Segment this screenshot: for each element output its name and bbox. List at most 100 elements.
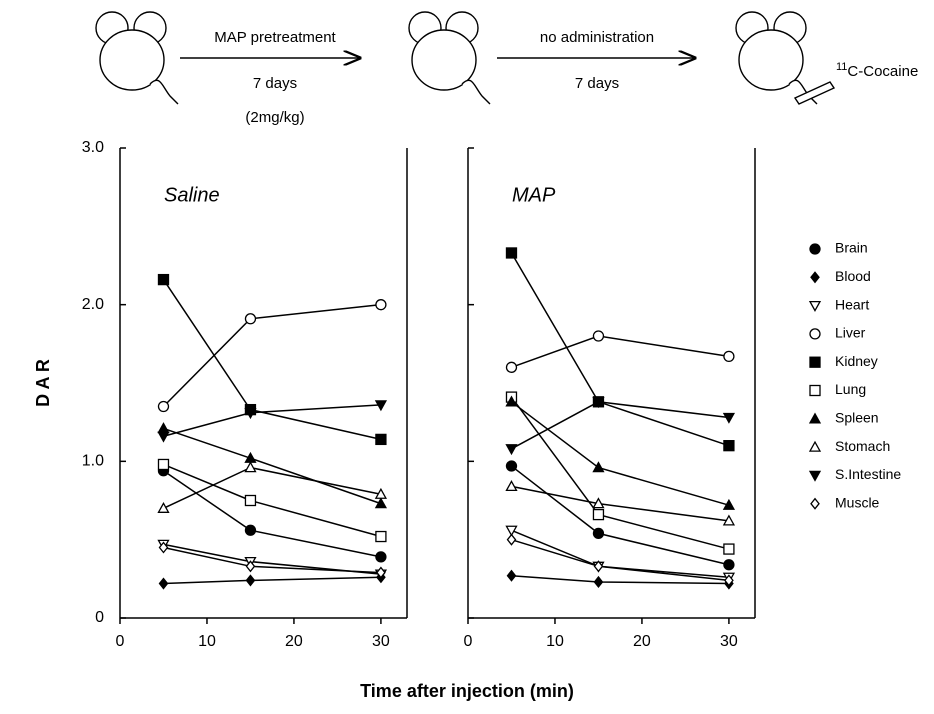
- x-tick-label: 0: [464, 633, 473, 650]
- data-point: [244, 461, 257, 473]
- x-tick-label: 10: [546, 633, 564, 650]
- data-point: [505, 247, 518, 259]
- legend-label: Blood: [835, 268, 871, 284]
- y-tick-label: 2.0: [82, 296, 104, 313]
- step-label: MAP pretreatment: [214, 29, 336, 46]
- data-point: [592, 330, 605, 342]
- data-point: [374, 400, 388, 412]
- data-point: [245, 560, 256, 573]
- legend-label: Brain: [835, 240, 868, 256]
- x-tick-label: 20: [285, 633, 303, 650]
- data-point: [723, 559, 735, 571]
- y-axis-title: D A R: [33, 359, 53, 407]
- series-line: [163, 466, 382, 510]
- data-point: [244, 524, 257, 536]
- data-point: [723, 350, 735, 363]
- data-point: [158, 541, 169, 554]
- data-point: [375, 299, 387, 311]
- data-point: [593, 575, 604, 589]
- legend-label: Spleen: [835, 410, 879, 426]
- legend-label: Liver: [835, 325, 866, 341]
- series-line: [511, 529, 729, 579]
- data-point: [724, 574, 734, 587]
- legend-marker: [809, 384, 821, 397]
- legend-label: Kidney: [835, 353, 878, 369]
- data-point: [374, 497, 388, 509]
- mouse-icon: [95, 11, 179, 105]
- x-tick-label: 10: [198, 633, 216, 650]
- legend-label: Heart: [835, 296, 869, 312]
- legend-marker: [808, 440, 822, 452]
- legend-label: Lung: [835, 381, 866, 397]
- series-line: [162, 279, 382, 441]
- step-dose: (2mg/kg): [245, 109, 304, 126]
- tracer-name: C-Cocaine: [847, 63, 918, 80]
- data-point: [244, 494, 257, 507]
- legend-marker: [809, 356, 821, 368]
- series-line: [163, 576, 381, 585]
- data-point: [505, 525, 518, 537]
- data-point: [375, 433, 387, 446]
- isotope: 11: [836, 61, 847, 73]
- data-point: [593, 560, 604, 573]
- y-tick-label: 0: [95, 609, 104, 626]
- series-line: [162, 303, 381, 408]
- data-point: [375, 530, 387, 543]
- data-point: [505, 460, 518, 472]
- mouse-icon: [408, 11, 491, 105]
- data-point: [592, 527, 605, 540]
- x-tick-label: 0: [116, 633, 125, 650]
- legend-label: S.Intestine: [835, 466, 901, 482]
- legend-label: Muscle: [835, 494, 880, 510]
- data-point: [157, 400, 170, 413]
- legend-label: Stomach: [835, 438, 890, 454]
- y-tick-label: 3.0: [82, 139, 104, 156]
- legend-marker: [810, 497, 820, 510]
- data-point: [505, 361, 518, 373]
- data-point: [506, 533, 517, 546]
- series-line: [163, 470, 382, 558]
- data-point: [157, 501, 170, 513]
- series-line: [163, 463, 382, 538]
- x-tick-label: 30: [720, 633, 738, 650]
- step-duration: 7 days: [253, 75, 297, 92]
- panel-title: MAP: [512, 184, 556, 206]
- data-point: [722, 412, 736, 424]
- data-point: [505, 395, 518, 407]
- data-point: [505, 444, 518, 456]
- legend-marker: [808, 300, 822, 312]
- data-point: [592, 461, 605, 473]
- series-line: [511, 401, 730, 506]
- tracer-label: 11C-Cocaine: [836, 61, 918, 80]
- legend-marker: [809, 243, 821, 255]
- data-point: [722, 498, 736, 510]
- data-point: [157, 273, 170, 286]
- data-point: [157, 422, 170, 434]
- data-point: [592, 508, 605, 521]
- y-tick-label: 1.0: [82, 453, 104, 470]
- series-line: [510, 396, 730, 550]
- series-line: [510, 252, 730, 447]
- data-point: [506, 569, 517, 582]
- series-line: [163, 543, 381, 575]
- mouse-icon: [735, 11, 836, 105]
- data-point: [245, 574, 256, 587]
- series-line: [511, 335, 730, 369]
- data-point: [158, 577, 169, 590]
- data-point: [244, 408, 257, 420]
- x-tick-label: 30: [372, 633, 390, 650]
- legend-marker: [808, 470, 822, 482]
- legend-marker: [808, 412, 822, 424]
- step-label: no administration: [540, 29, 654, 46]
- data-point: [723, 543, 735, 555]
- data-point: [244, 313, 257, 325]
- data-point: [592, 497, 605, 509]
- data-point: [505, 480, 518, 492]
- data-point: [722, 514, 736, 526]
- data-point: [723, 440, 735, 452]
- data-point: [374, 487, 388, 499]
- data-point: [375, 551, 387, 563]
- data-point: [157, 431, 170, 443]
- data-point: [157, 458, 170, 471]
